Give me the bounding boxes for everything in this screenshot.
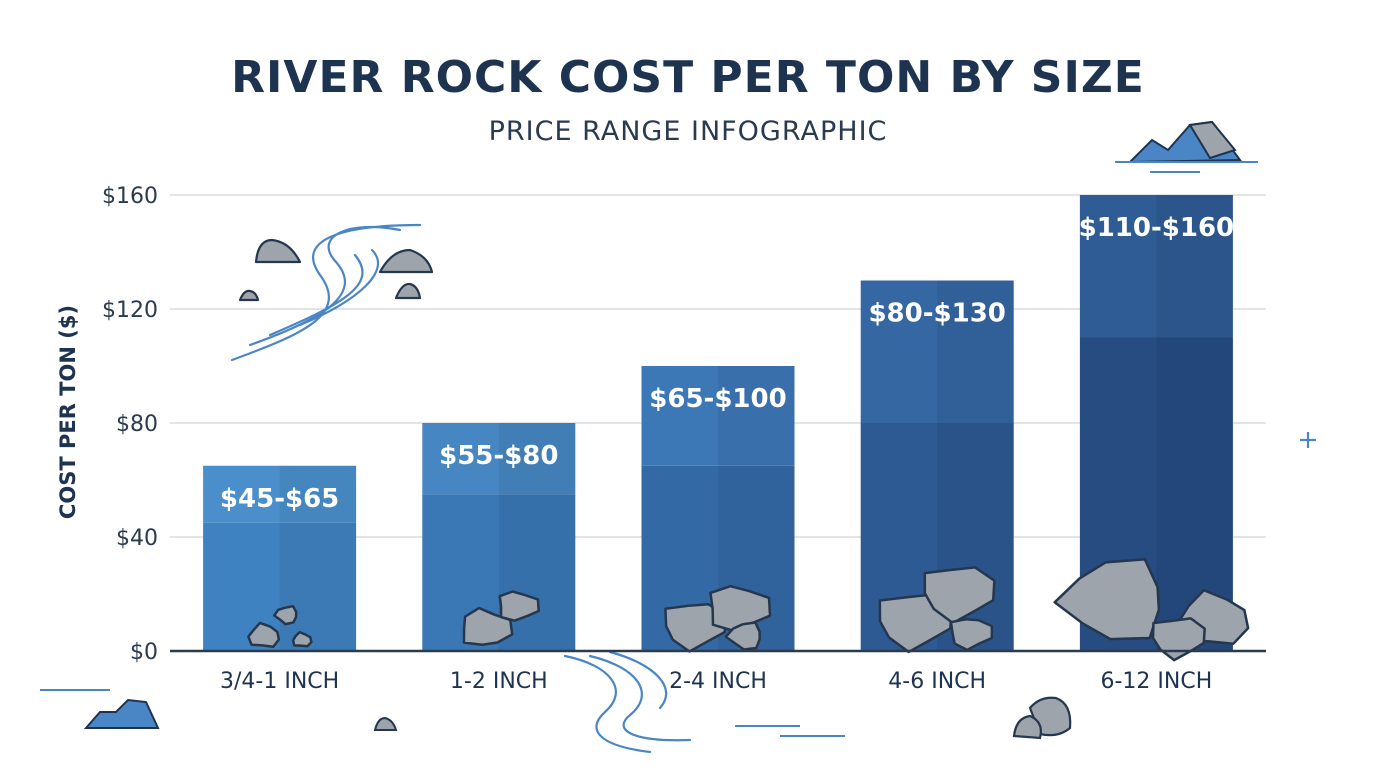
y-tick-label: $80 bbox=[116, 412, 158, 437]
bar-shade bbox=[1156, 195, 1233, 651]
rock-icon bbox=[724, 621, 761, 651]
river-icon bbox=[268, 253, 364, 337]
chart-subtitle: PRICE RANGE INFOGRAPHIC bbox=[488, 116, 888, 147]
data-label: $80-$130 bbox=[868, 299, 1005, 329]
data-label: $110-$160 bbox=[1079, 213, 1235, 243]
decorations bbox=[40, 120, 1316, 754]
rock-icon bbox=[247, 621, 281, 649]
rock-icon bbox=[498, 590, 540, 622]
rock-icon bbox=[1012, 714, 1042, 740]
river-icon bbox=[230, 223, 422, 362]
rock-icon bbox=[378, 248, 434, 274]
mountain-icon bbox=[83, 698, 160, 729]
x-tick-label: 3/4-1 INCH bbox=[220, 669, 339, 694]
x-tick-label: 1-2 INCH bbox=[450, 669, 548, 694]
bar-range bbox=[422, 423, 576, 495]
river-icon bbox=[563, 654, 652, 754]
rock-icon bbox=[373, 716, 398, 731]
x-tick-label: 6-12 INCH bbox=[1101, 669, 1213, 694]
axes: $0 $40 $80 $120 $160 COST PER TON ($) 3/4-1 IN… bbox=[56, 184, 1266, 694]
data-label: $65-$100 bbox=[649, 384, 786, 414]
y-tick-label: $40 bbox=[116, 526, 158, 551]
rock-icon bbox=[254, 238, 302, 264]
x-tick-label: 4-6 INCH bbox=[888, 669, 986, 694]
bar-rocks bbox=[247, 604, 313, 649]
river-icon bbox=[608, 650, 668, 710]
river-icon bbox=[588, 654, 692, 742]
data-label: $55-$80 bbox=[439, 441, 558, 471]
bars: $45-$65 $55-$80 $65-$100 $80-$130 $110-$160 bbox=[203, 195, 1250, 662]
bar-rocks bbox=[462, 590, 540, 646]
bar-range bbox=[1079, 195, 1233, 338]
bar-rocks bbox=[664, 584, 772, 653]
bar-range bbox=[860, 280, 1014, 423]
y-tick-label: $0 bbox=[130, 640, 158, 665]
bar-range bbox=[641, 366, 795, 466]
data-label: $45-$65 bbox=[220, 484, 339, 514]
rock-icon bbox=[394, 282, 422, 300]
bar-range bbox=[203, 465, 357, 523]
river-icon bbox=[298, 248, 379, 327]
rock-icon bbox=[949, 618, 994, 652]
rock-icon bbox=[1053, 558, 1161, 641]
rock-icon bbox=[1188, 120, 1237, 160]
rock-icon bbox=[273, 604, 298, 626]
plus-icon bbox=[1300, 432, 1316, 448]
rock-icon bbox=[291, 630, 313, 648]
x-tick-label: 2-4 INCH bbox=[669, 669, 767, 694]
bar-rocks bbox=[878, 566, 996, 654]
rock-icon bbox=[923, 566, 996, 625]
y-tick-label: $120 bbox=[102, 298, 158, 323]
y-axis-label: COST PER TON ($) bbox=[56, 305, 80, 519]
bar-rocks bbox=[1053, 558, 1250, 662]
chart-title: RIVER ROCK COST PER TON BY SIZE bbox=[231, 52, 1145, 103]
rock-icon bbox=[238, 289, 260, 302]
y-tick-label: $160 bbox=[102, 184, 158, 209]
rock-icon bbox=[1151, 617, 1206, 662]
bar-base bbox=[203, 522, 357, 651]
